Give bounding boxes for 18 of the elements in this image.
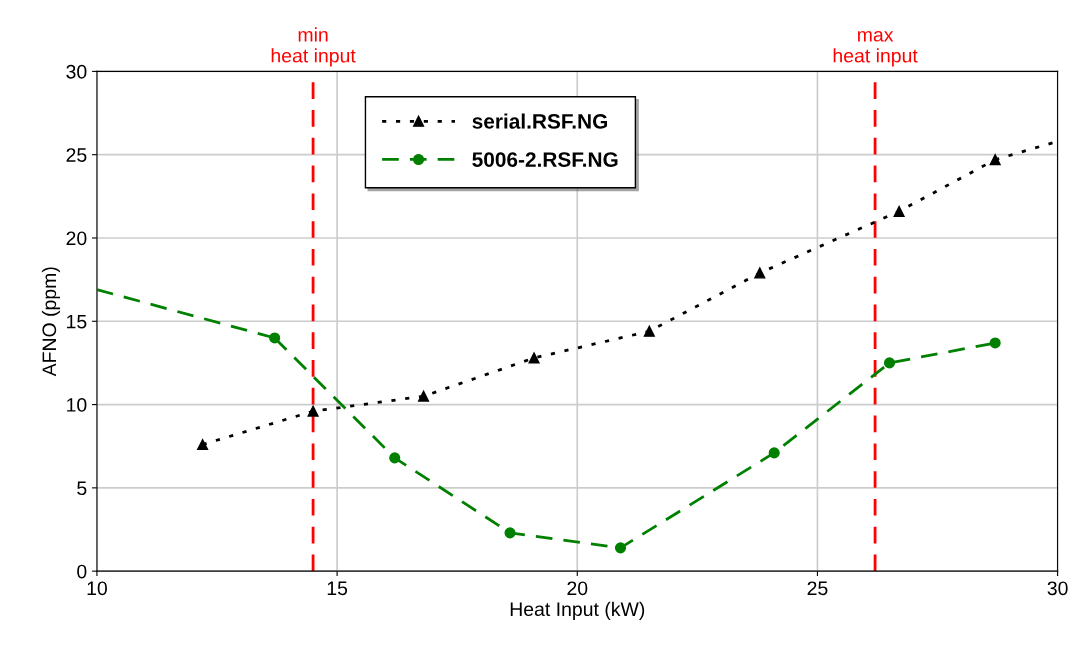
x-tick-label: 15 xyxy=(327,581,348,596)
y-tick-label: 25 xyxy=(66,148,87,162)
x-tick-label: 20 xyxy=(567,581,588,596)
x-tick-label: 30 xyxy=(1047,581,1068,596)
x-tick-label: 25 xyxy=(807,581,828,596)
y-tick-label: 5 xyxy=(77,481,87,496)
y-tick-label: 30 xyxy=(66,64,87,79)
y-tick-label: 0 xyxy=(77,564,87,579)
ref-line-label: min heat input xyxy=(271,27,356,67)
y-tick-label: 10 xyxy=(67,398,87,412)
ref-line-label: max heat input xyxy=(833,30,918,67)
x-axis-title: Heat Input (kW) xyxy=(510,601,645,620)
y-tick-label: 20 xyxy=(66,231,87,246)
y-axis-title: AFNO (ppm) xyxy=(41,267,61,377)
legend-label: serial.RSF.NG xyxy=(472,113,608,129)
x-tick-label: 10 xyxy=(87,581,107,596)
legend-label: 5006-2.RSF.NG xyxy=(472,152,618,167)
y-tick-label: 15 xyxy=(67,314,87,329)
